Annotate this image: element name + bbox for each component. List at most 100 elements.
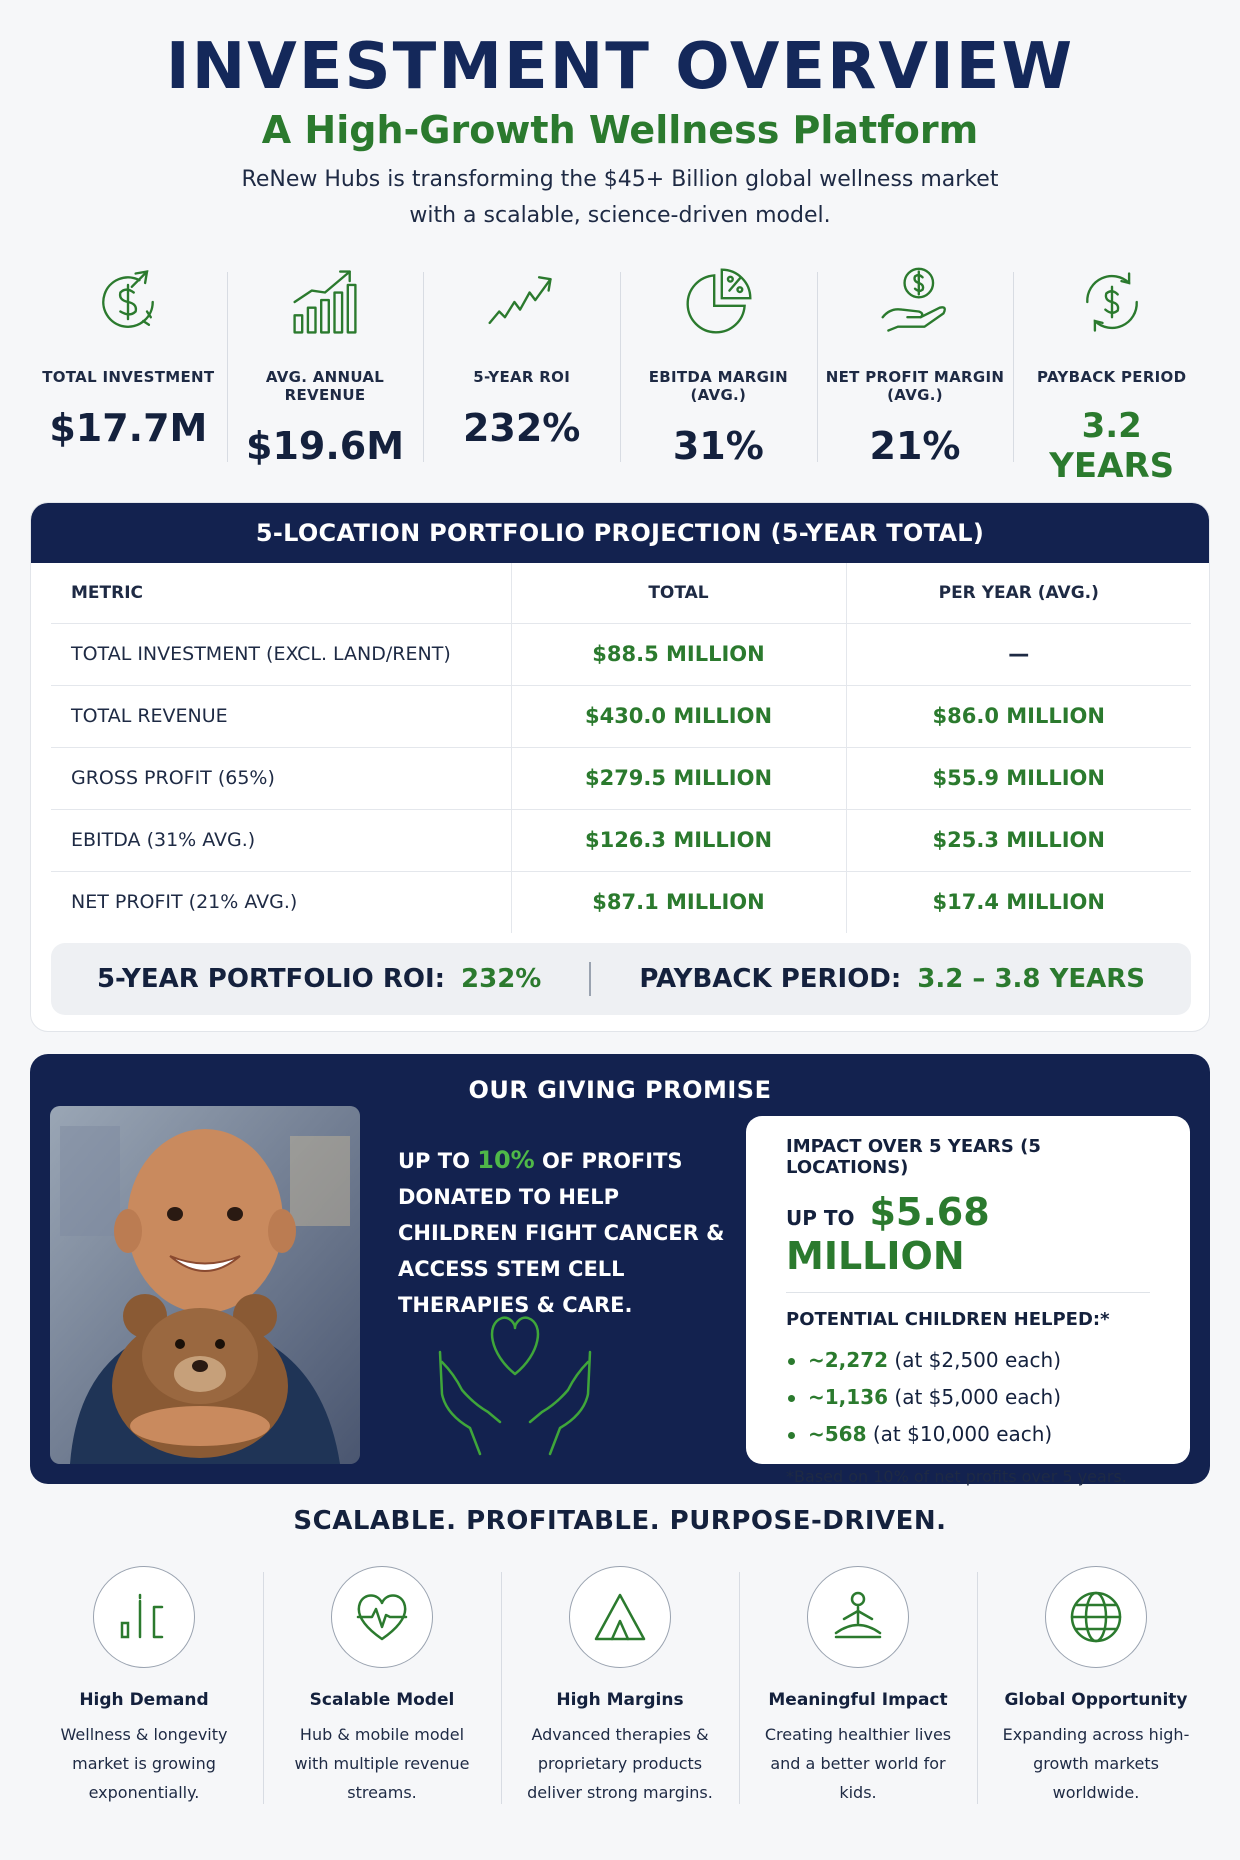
kpi-label: 5-YEAR ROI bbox=[473, 368, 571, 386]
kpi-total-investment: TOTAL INVESTMENT $17.7M bbox=[30, 262, 227, 454]
row-total: $430.0 MILLION bbox=[510, 685, 846, 748]
trend-line-icon bbox=[423, 262, 620, 342]
promise-prefix: UP TO bbox=[398, 1149, 478, 1173]
impact-amount: $5.68 MILLION bbox=[786, 1190, 990, 1278]
helped-detail: (at $2,500 each) bbox=[888, 1348, 1062, 1372]
globe-icon bbox=[1045, 1566, 1147, 1668]
mountain-peak-icon bbox=[569, 1566, 671, 1668]
row-metric: TOTAL INVESTMENT (EXCL. LAND/RENT) bbox=[51, 623, 511, 686]
row-metric: NET PROFIT (21% AVG.) bbox=[71, 891, 298, 914]
helped-detail: (at $10,000 each) bbox=[866, 1422, 1053, 1446]
feature-title: Scalable Model bbox=[309, 1690, 455, 1710]
row-per-year: $86.0 MILLION bbox=[845, 685, 1191, 748]
impact-heading: IMPACT OVER 5 YEARS (5 LOCATIONS) bbox=[786, 1136, 1041, 1178]
kpi-value: $19.6M bbox=[246, 424, 405, 468]
giving-promise-section: OUR GIVING PROMISE bbox=[30, 1054, 1210, 1486]
roi-label: 5-YEAR PORTFOLIO ROI: bbox=[96, 964, 446, 994]
table-row: EBITDA (31% AVG.) $126.3 MILLION $25.3 M… bbox=[51, 809, 1191, 872]
impact-card: IMPACT OVER 5 YEARS (5 LOCATIONS) UP TO … bbox=[746, 1116, 1190, 1486]
kpi-avg-annual-revenue: AVG. ANNUAL REVENUE $19.6M bbox=[226, 262, 424, 468]
promise-suffix: OF PROFITS DONATED TO HELP CHILDREN FIGH… bbox=[398, 1149, 725, 1317]
impact-prefix: UP TO bbox=[786, 1206, 855, 1230]
row-total: $88.5 MILLION bbox=[510, 623, 846, 686]
kpi-label: AVG. ANNUAL REVENUE bbox=[265, 368, 385, 404]
feature-title: Global Opportunity bbox=[1004, 1690, 1188, 1710]
children-helped-list: ~2,272 (at $2,500 each) ~1,136 (at $5,00… bbox=[786, 1342, 1150, 1453]
table-header-row: METRIC TOTAL PER YEAR (AVG.) bbox=[51, 563, 1191, 624]
children-helped-label: POTENTIAL CHILDREN HELPED:* bbox=[786, 1309, 1110, 1330]
column-header: METRIC bbox=[51, 563, 511, 624]
pie-chart-percent-icon bbox=[620, 262, 817, 342]
feature-description: Hub & mobile model with multiple revenue… bbox=[294, 1725, 470, 1802]
row-per-year: $25.3 MILLION bbox=[845, 809, 1191, 872]
hand-coin-icon bbox=[817, 262, 1014, 342]
feature-description: Wellness & longevity market is growing e… bbox=[60, 1725, 228, 1802]
bar-chart-up-icon bbox=[227, 262, 424, 342]
row-metric: GROSS PROFIT (65%) bbox=[51, 747, 511, 810]
portfolio-projection-card: 5-LOCATION PORTFOLIO PROJECTION (5-YEAR … bbox=[30, 502, 1210, 1032]
giving-title: OUR GIVING PROMISE bbox=[468, 1076, 772, 1104]
kpi-row: TOTAL INVESTMENT $17.7M AVG. ANNUAL REVE… bbox=[30, 262, 1210, 486]
summary-divider bbox=[589, 962, 592, 996]
feature-global-opportunity: Global Opportunity Expanding across high… bbox=[977, 1562, 1215, 1804]
kpi-value: 31% bbox=[672, 424, 764, 468]
row-metric: TOTAL REVENUE bbox=[51, 685, 511, 748]
row-per-year: $55.9 MILLION bbox=[845, 747, 1191, 810]
feature-title: High Demand bbox=[79, 1690, 209, 1710]
feature-scalable-model: Scalable Model Hub & mobile model with m… bbox=[263, 1562, 501, 1804]
payback-value: 3.2 – 3.8 YEARS bbox=[917, 964, 1146, 994]
kpi-value: 21% bbox=[869, 424, 961, 468]
kpi-ebitda-margin: EBITDA MARGIN (AVG.) 31% bbox=[620, 262, 817, 468]
column-header: PER YEAR (AVG.) bbox=[845, 563, 1191, 624]
row-total: $279.5 MILLION bbox=[510, 747, 846, 810]
feature-row: High Demand Wellness & longevity market … bbox=[25, 1562, 1215, 1804]
row-total: $126.3 MILLION bbox=[510, 809, 846, 872]
feature-high-demand: High Demand Wellness & longevity market … bbox=[25, 1562, 263, 1804]
feature-description: Expanding across high-growth markets wor… bbox=[1002, 1725, 1190, 1802]
hands-heart-icon bbox=[430, 1304, 600, 1464]
roi-value: 232% bbox=[461, 964, 542, 994]
kpi-label: PAYBACK PERIOD bbox=[1037, 368, 1187, 386]
page-title: INVESTMENT OVERVIEW bbox=[165, 30, 1075, 104]
kpi-value: 232% bbox=[462, 406, 581, 450]
kpi-payback-period: PAYBACK PERIOD 3.2 YEARS bbox=[1013, 262, 1210, 486]
dollar-cycle-icon bbox=[1013, 262, 1210, 342]
feature-title: High Margins bbox=[556, 1690, 684, 1710]
tagline: SCALABLE. PROFITABLE. PURPOSE-DRIVEN. bbox=[293, 1506, 947, 1536]
impact-divider bbox=[786, 1292, 1150, 1293]
portfolio-title: 5-LOCATION PORTFOLIO PROJECTION (5-YEAR … bbox=[31, 503, 1209, 563]
column-header: TOTAL bbox=[510, 563, 846, 624]
kpi-label: EBITDA MARGIN (AVG.) bbox=[648, 368, 788, 404]
feature-high-margins: High Margins Advanced therapies & propri… bbox=[501, 1562, 739, 1804]
helped-count: ~2,272 bbox=[808, 1348, 889, 1372]
portfolio-summary-bar: 5-YEAR PORTFOLIO ROI: 232% PAYBACK PERIO… bbox=[51, 943, 1191, 1015]
kpi-net-profit-margin: NET PROFIT MARGIN (AVG.) 21% bbox=[816, 262, 1014, 468]
list-item: ~568 (at $10,000 each) bbox=[786, 1416, 1150, 1453]
row-metric: EBITDA (31% AVG.) bbox=[51, 809, 511, 872]
impact-footnote: *Based on 10% of net profits over 5 year… bbox=[786, 1467, 1127, 1486]
kpi-label: TOTAL INVESTMENT bbox=[42, 368, 215, 386]
intro-text: ReNew Hubs is transforming the $45+ Bill… bbox=[241, 167, 999, 228]
table-row: TOTAL INVESTMENT (EXCL. LAND/RENT) $88.5… bbox=[51, 623, 1191, 686]
table-row: GROSS PROFIT (65%) $279.5 MILLION $55.9 … bbox=[51, 747, 1191, 810]
table-row: NET PROFIT (21% AVG.) $87.1 MILLION $17.… bbox=[51, 871, 1191, 933]
portfolio-table: METRIC TOTAL PER YEAR (AVG.) TOTAL INVES… bbox=[51, 563, 1191, 933]
row-per-year: — bbox=[845, 623, 1191, 686]
helped-count: ~568 bbox=[808, 1422, 867, 1446]
heartbeat-icon bbox=[331, 1566, 433, 1668]
payback-label: PAYBACK PERIOD: bbox=[639, 964, 902, 994]
giving-promise-text: UP TO 10% OF PROFITS DONATED TO HELP CHI… bbox=[398, 1142, 738, 1323]
kpi-5-year-roi: 5-YEAR ROI 232% bbox=[423, 262, 620, 462]
table-row: TOTAL REVENUE $430.0 MILLION $86.0 MILLI… bbox=[51, 685, 1191, 748]
promise-highlight: 10% bbox=[477, 1146, 535, 1174]
feature-meaningful-impact: Meaningful Impact Creating healthier liv… bbox=[739, 1562, 977, 1804]
helped-detail: (at $5,000 each) bbox=[888, 1385, 1062, 1409]
feature-description: Creating healthier lives and a better wo… bbox=[764, 1725, 952, 1802]
feature-title: Meaningful Impact bbox=[768, 1690, 948, 1710]
kpi-label: NET PROFIT MARGIN (AVG.) bbox=[825, 368, 1005, 404]
page-subtitle: A High-Growth Wellness Platform bbox=[261, 108, 979, 152]
impact-amount-line: UP TO $5.68 MILLION bbox=[786, 1190, 1150, 1278]
kpi-value: 3.2 YEARS bbox=[1049, 406, 1175, 486]
child-with-teddy-bear-photo bbox=[50, 1106, 360, 1464]
